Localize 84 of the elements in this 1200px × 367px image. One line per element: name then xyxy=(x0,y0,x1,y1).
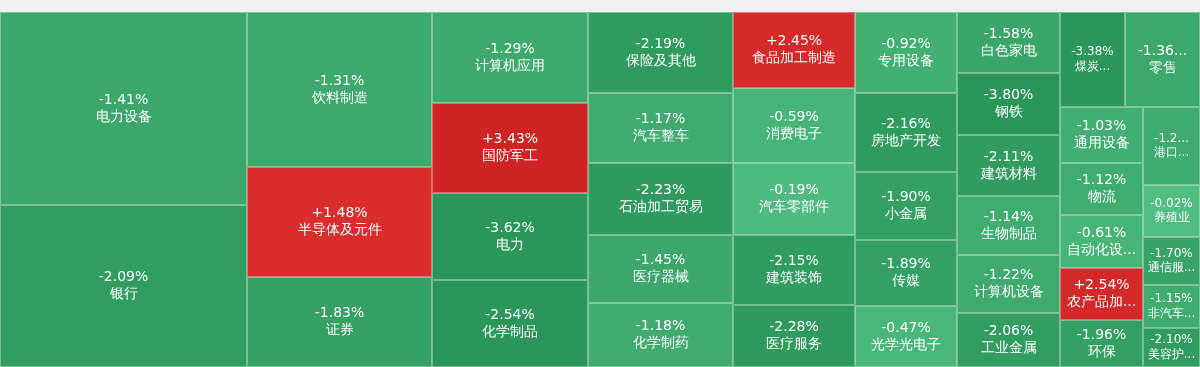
data-label: -2.09% xyxy=(98,268,149,285)
data-label: -0.59% xyxy=(769,107,819,124)
category-label: 传媒 xyxy=(892,272,920,289)
data-label: +3.43% xyxy=(481,130,539,147)
data-label: -2.54% xyxy=(485,305,535,322)
category-label: 建筑装饰 xyxy=(765,269,822,286)
category-label: 生物制品 xyxy=(980,224,1037,241)
data-label: -2.28% xyxy=(769,318,819,335)
data-label: -1.17% xyxy=(635,110,686,127)
category-label: 非汽车... xyxy=(1147,305,1196,320)
category-label: 化学制药 xyxy=(632,334,689,351)
data-label: -0.47% xyxy=(881,318,931,335)
category-label: 计算机应用 xyxy=(475,56,545,73)
category-label: 医疗服务 xyxy=(766,335,822,352)
category-label: 港口... xyxy=(1153,145,1190,160)
data-label: -0.02% xyxy=(1150,195,1193,210)
data-label: -1.14% xyxy=(983,207,1034,224)
data-label: -1.90% xyxy=(881,188,931,205)
category-label: 保险及其他 xyxy=(625,51,696,68)
data-label: -0.19% xyxy=(769,181,819,198)
data-label: -3.38% xyxy=(1071,44,1114,59)
data-label: -1.12% xyxy=(1076,171,1127,188)
category-label: 半导体及元件 xyxy=(297,221,382,238)
category-label: 自动化设... xyxy=(1066,240,1137,257)
category-label: 证券 xyxy=(325,321,354,338)
category-label: 白色家电 xyxy=(980,41,1037,58)
category-label: 农产品加... xyxy=(1066,293,1137,310)
data-label: -1.03% xyxy=(1076,117,1127,134)
data-label: -1.2... xyxy=(1154,130,1189,145)
data-label: -3.80% xyxy=(983,86,1034,103)
category-label: 建筑材料 xyxy=(979,164,1037,181)
data-label: -1.45% xyxy=(635,251,686,268)
category-label: 物流 xyxy=(1087,188,1116,205)
category-label: 光学光电子 xyxy=(871,335,941,352)
category-label: 零售 xyxy=(1148,58,1177,75)
data-label: -1.96% xyxy=(1076,325,1127,342)
category-label: 医疗器械 xyxy=(632,268,689,285)
data-label: -1.36... xyxy=(1137,41,1188,58)
data-label: +2.45% xyxy=(765,32,823,49)
data-label: -1.41% xyxy=(98,90,149,107)
data-label: +2.54% xyxy=(1073,276,1130,293)
data-label: -1.31% xyxy=(314,71,365,88)
data-label: -2.15% xyxy=(769,252,819,269)
data-label: -2.23% xyxy=(635,181,686,198)
category-label: 国防军工 xyxy=(482,147,538,164)
category-label: 食品加工制造 xyxy=(752,49,836,66)
data-label: -1.58% xyxy=(983,24,1034,41)
data-label: -1.18% xyxy=(635,317,686,334)
category-label: 专用设备 xyxy=(878,51,934,68)
category-label: 钢铁 xyxy=(993,103,1023,120)
category-label: 环保 xyxy=(1087,342,1116,359)
category-label: 工业金属 xyxy=(980,339,1037,356)
category-label: 石油加工贸易 xyxy=(618,198,703,215)
category-label: 通用设备 xyxy=(1073,134,1130,151)
category-label: 电力 xyxy=(496,235,524,252)
data-label: +1.48% xyxy=(311,204,368,221)
category-label: 美容护... xyxy=(1147,346,1196,361)
data-label: -2.10% xyxy=(1150,332,1193,347)
category-label: 电力设备 xyxy=(95,107,152,124)
category-label: 汽车整车 xyxy=(632,127,689,144)
category-label: 汽车零部件 xyxy=(759,198,829,215)
data-label: -3.62% xyxy=(485,218,535,235)
data-label: -2.06% xyxy=(983,322,1034,339)
category-label: 化学制品 xyxy=(482,322,538,339)
data-label: -1.83% xyxy=(314,304,365,321)
data-label: -2.16% xyxy=(881,114,931,131)
category-label: 煤炭... xyxy=(1074,58,1111,73)
data-label: -2.11% xyxy=(983,147,1034,164)
data-label: -0.92% xyxy=(881,34,931,51)
category-label: 养殖业 xyxy=(1153,210,1190,225)
data-label: -1.29% xyxy=(485,39,535,56)
data-label: -1.15% xyxy=(1150,291,1193,306)
category-label: 计算机设备 xyxy=(973,283,1044,300)
category-label: 银行 xyxy=(108,285,138,302)
category-label: 小金属 xyxy=(885,205,927,222)
category-label: 房地产开发 xyxy=(871,131,941,148)
data-label: -1.70% xyxy=(1150,245,1193,260)
category-label: 通信服... xyxy=(1147,260,1196,275)
data-label: -0.61% xyxy=(1076,223,1127,240)
category-label: 消费电子 xyxy=(766,124,822,141)
category-label: 饮料制造 xyxy=(310,88,368,105)
data-label: -1.89% xyxy=(881,255,931,272)
data-label: -1.22% xyxy=(983,266,1034,283)
data-label: -2.19% xyxy=(635,34,686,51)
